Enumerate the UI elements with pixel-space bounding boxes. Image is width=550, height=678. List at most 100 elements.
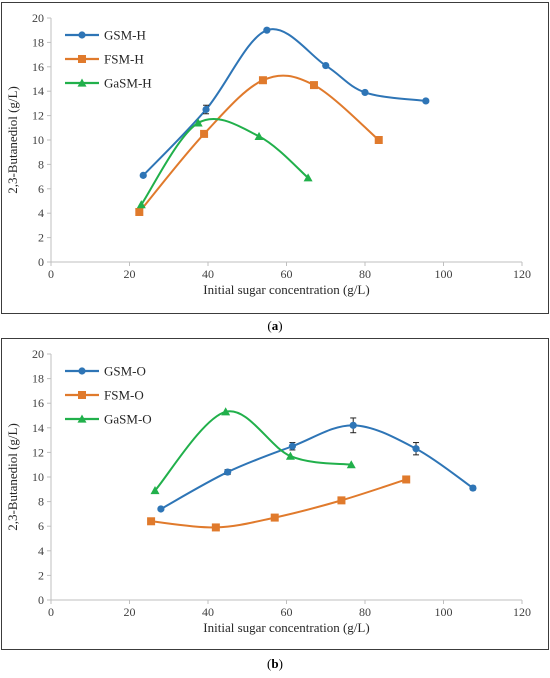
- legend-item: FSM-H: [65, 52, 144, 67]
- legend-marker: [77, 78, 87, 87]
- legend-label: GaSM-O: [104, 412, 152, 427]
- data-point: [254, 131, 264, 140]
- y-tick-label: 2: [38, 568, 44, 582]
- panel-label-a: (a): [267, 318, 282, 333]
- legend-item: FSM-O: [65, 388, 144, 403]
- data-point: [136, 200, 146, 209]
- data-point: [422, 97, 430, 105]
- data-point: [157, 505, 165, 513]
- data-point: [412, 445, 420, 453]
- data-point: [147, 517, 156, 526]
- y-tick-label: 6: [38, 182, 44, 196]
- y-tick-label: 8: [38, 495, 44, 509]
- y-tick-label: 18: [32, 372, 44, 386]
- y-axis-title: 2,3-Butanediol (g/L): [5, 423, 20, 531]
- x-axis-title: Initial sugar concentration (g/L): [203, 282, 369, 297]
- legend-label: GaSM-H: [104, 76, 152, 91]
- chart-panel-a: 0 2 4 6 8 10 12 14 16 18 20 0 20 40 60 80 100 120 Initial …: [5, 11, 531, 297]
- data-point: [346, 460, 356, 469]
- x-tick-label: 0: [48, 605, 54, 619]
- legend-label: FSM-O: [104, 388, 144, 403]
- x-tick-label: 60: [281, 267, 293, 281]
- data-point: [270, 513, 279, 522]
- chart-panel-b: 0 2 4 6 8 10 12 14 16 18 20 0 20 40 60 80 100 120 Initial …: [5, 347, 531, 635]
- legend-label: FSM-H: [104, 52, 144, 67]
- x-tick-label: 120: [513, 267, 531, 281]
- legend-item: GaSM-H: [65, 76, 152, 91]
- x-tick-label: 40: [202, 605, 214, 619]
- y-tick-label: 6: [38, 519, 44, 533]
- data-point: [337, 496, 346, 505]
- data-point: [402, 475, 411, 484]
- data-point: [288, 442, 296, 450]
- data-point: [309, 81, 318, 90]
- x-tick-label: 100: [435, 267, 453, 281]
- legend-marker: [78, 367, 86, 375]
- y-tick-label: 8: [38, 157, 44, 171]
- y-tick-label: 10: [32, 133, 44, 147]
- y-tick-label: 12: [32, 109, 44, 123]
- y-tick-label: 20: [32, 11, 44, 25]
- y-tick-label: 10: [32, 470, 44, 484]
- legend-label: GSM-O: [104, 364, 146, 379]
- y-axis-title: 2,3-Butanediol (g/L): [5, 86, 20, 194]
- data-point: [303, 173, 313, 182]
- data-point: [221, 407, 231, 416]
- x-tick-label: 80: [359, 267, 371, 281]
- y-tick-label: 14: [32, 421, 44, 435]
- x-tick-label: 120: [513, 605, 531, 619]
- data-point: [285, 451, 295, 460]
- panel-label-b: (b): [267, 656, 283, 671]
- series-gasm-h: [136, 117, 313, 209]
- y-tick-label: 4: [38, 206, 44, 220]
- legend-item: GSM-O: [65, 364, 146, 379]
- panel-a-frame: [1, 2, 549, 314]
- series-line: [140, 117, 309, 206]
- data-point: [361, 88, 369, 97]
- x-tick-label: 100: [435, 605, 453, 619]
- legend-label: GSM-H: [104, 28, 146, 43]
- series-fsm-h: [135, 74, 383, 216]
- data-point: [193, 118, 203, 127]
- y-tick-label: 16: [32, 396, 44, 410]
- y-tick-label: 14: [32, 84, 44, 98]
- data-point: [211, 523, 220, 532]
- data-point: [322, 61, 330, 70]
- data-point: [135, 207, 144, 216]
- y-tick-label: 2: [38, 231, 44, 245]
- legend-marker: [78, 55, 86, 63]
- legend-marker: [78, 31, 86, 39]
- x-tick-label: 60: [281, 605, 293, 619]
- data-point: [150, 486, 160, 495]
- x-tick-label: 40: [202, 267, 214, 281]
- series-gsm-h: [139, 26, 430, 179]
- series-gsm-o: [157, 417, 477, 513]
- y-tick-label: 0: [38, 593, 44, 607]
- data-point: [374, 136, 383, 144]
- x-axis-title: Initial sugar concentration (g/L): [203, 620, 369, 635]
- y-tick-label: 0: [38, 255, 44, 269]
- x-tick-label: 20: [124, 267, 136, 281]
- panel-b-frame: [1, 338, 549, 650]
- x-tick-label: 80: [359, 605, 371, 619]
- x-tick-label: 20: [124, 605, 136, 619]
- data-point: [139, 171, 147, 179]
- data-point: [469, 484, 477, 492]
- y-tick-label: 12: [32, 445, 44, 459]
- data-point: [263, 26, 271, 34]
- y-tick-label: 20: [32, 347, 44, 361]
- data-point: [258, 76, 267, 85]
- series-line: [154, 410, 352, 492]
- legend-item: GSM-H: [65, 28, 146, 43]
- y-tick-label: 18: [32, 35, 44, 49]
- data-point: [224, 468, 232, 476]
- data-point: [202, 105, 210, 114]
- legend-item: GaSM-O: [65, 412, 152, 427]
- legend-marker: [78, 391, 86, 399]
- series-gasm-o: [150, 407, 356, 495]
- series-line: [160, 424, 474, 510]
- y-tick-label: 16: [32, 60, 44, 74]
- data-point: [200, 129, 209, 138]
- x-tick-label: 0: [48, 267, 54, 281]
